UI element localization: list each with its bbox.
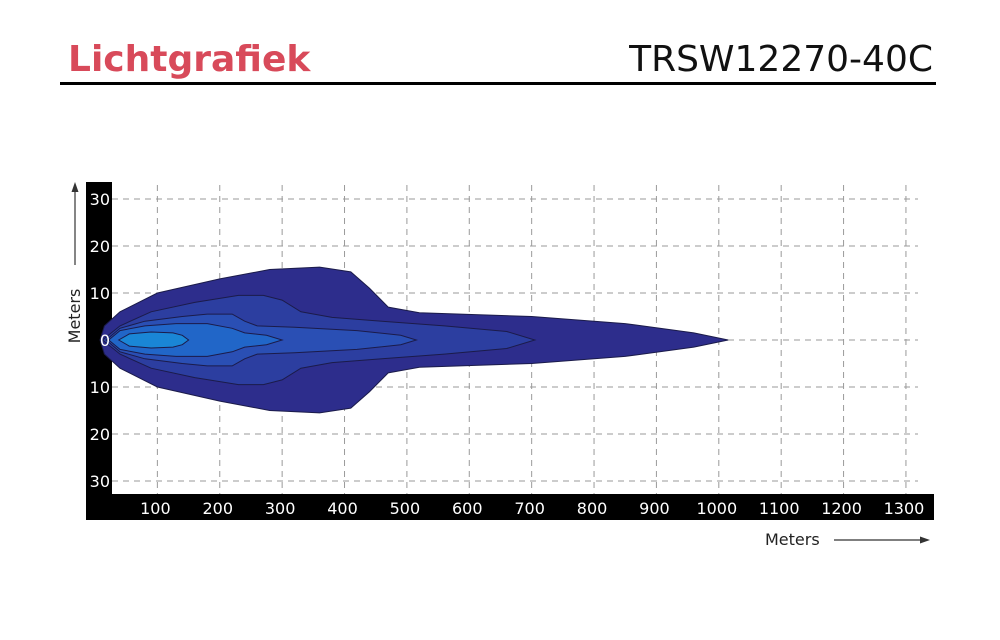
y-tick-label-6: 30 <box>90 472 110 491</box>
x-tick-label-1200: 1200 <box>821 499 862 518</box>
x-tick-label-600: 600 <box>452 499 483 518</box>
x-axis-arrow-head <box>920 536 930 544</box>
x-tick-label-1000: 1000 <box>696 499 737 518</box>
y-tick-label-2: 10 <box>90 284 110 303</box>
x-tick-label-1100: 1100 <box>759 499 800 518</box>
x-tick-label-500: 500 <box>390 499 421 518</box>
x-axis-label: Meters <box>765 530 820 549</box>
header-rule <box>60 82 936 85</box>
y-tick-label-3: 0 <box>100 331 110 350</box>
brand-title: Lichtgrafiek <box>68 39 311 80</box>
x-tick-label-700: 700 <box>514 499 545 518</box>
x-tick-label-100: 100 <box>140 499 171 518</box>
beam-zones <box>99 266 729 414</box>
x-tick-label-900: 900 <box>639 499 670 518</box>
y-tick-label-0: 30 <box>90 190 110 209</box>
y-tick-labels: 30 20 10 0 10 20 30 <box>90 190 110 491</box>
x-tick-label-300: 300 <box>265 499 296 518</box>
x-tick-label-1300: 1300 <box>884 499 925 518</box>
y-tick-label-5: 20 <box>90 425 110 444</box>
model-number: TRSW12270-40C <box>629 39 933 80</box>
zone-5 <box>117 331 190 349</box>
x-tick-label-200: 200 <box>202 499 233 518</box>
x-tick-labels: 100 200 300 400 500 600 700 800 900 1000 1100 1200 1… <box>140 499 924 518</box>
x-tick-label-800: 800 <box>577 499 608 518</box>
y-tick-label-4: 10 <box>90 378 110 397</box>
y-axis-label: Meters <box>65 289 84 344</box>
x-axis-band <box>86 494 934 520</box>
x-tick-label-400: 400 <box>327 499 358 518</box>
y-tick-label-1: 20 <box>90 237 110 256</box>
y-axis-arrow-head <box>71 182 79 192</box>
